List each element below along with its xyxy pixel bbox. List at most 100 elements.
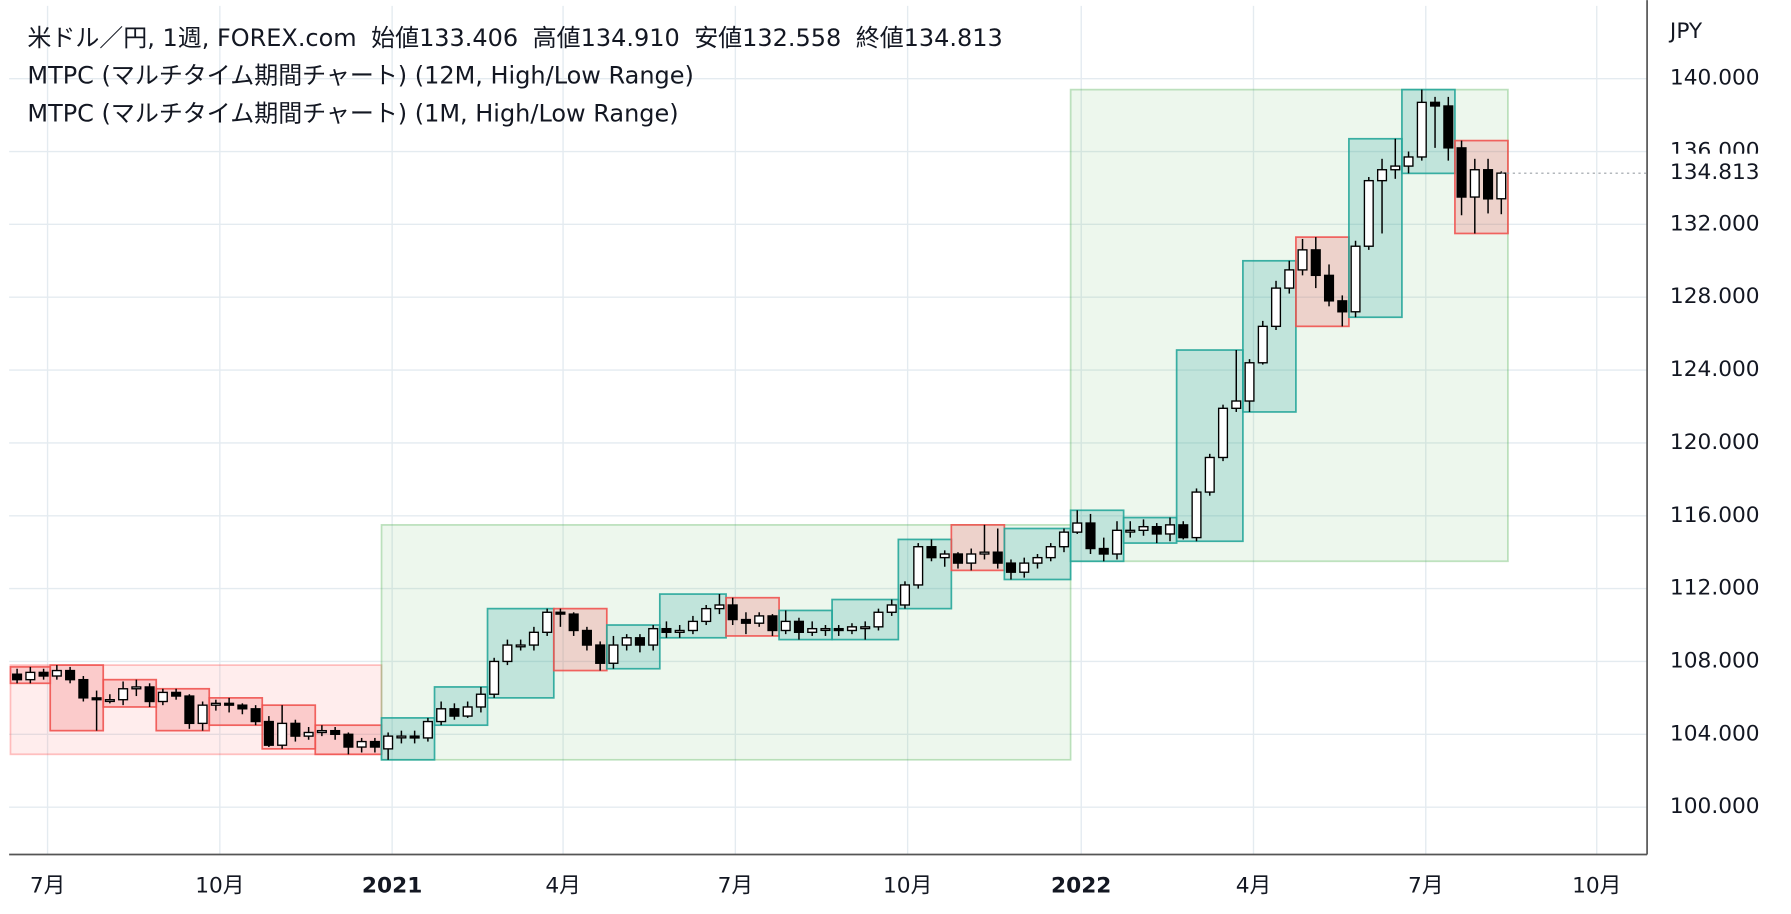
candle-body	[873, 611, 884, 628]
candle-body	[330, 729, 341, 735]
candle-body	[542, 611, 553, 633]
candle-body	[409, 735, 420, 739]
candle-body	[1111, 529, 1123, 555]
candle-body	[144, 686, 155, 703]
candle-body	[926, 546, 937, 559]
candle-body	[197, 704, 208, 725]
candle-body	[1469, 169, 1480, 198]
candle-body	[1443, 105, 1454, 149]
candle-body	[648, 627, 659, 646]
candle-body	[621, 637, 632, 646]
candle-body	[966, 553, 977, 564]
candle-body	[263, 720, 274, 746]
candle-body	[846, 626, 858, 632]
year-range-box	[380, 524, 1072, 761]
candle-body	[303, 731, 314, 737]
candle-body	[674, 629, 685, 633]
y-tick-label: 116.000	[1670, 503, 1760, 528]
indicator-label: MTPC (マルチタイム期間チャート) (12M, High/Low Range…	[27, 62, 693, 90]
candle-body	[25, 671, 36, 681]
x-tick-label: 4月	[545, 873, 581, 898]
candle-body	[701, 607, 712, 623]
y-tick-label: 112.000	[1670, 576, 1760, 601]
close-value: 134.813	[904, 24, 1003, 52]
candle-body	[886, 604, 897, 613]
candle-body	[1482, 169, 1494, 200]
indicator-label: MTPC (マルチタイム期間チャート) (1M, High/Low Range)	[27, 99, 678, 127]
month-range-box	[778, 609, 833, 641]
y-tick-label: 124.000	[1670, 357, 1760, 382]
grid	[9, 5, 1648, 855]
candle-body	[1390, 165, 1401, 171]
candle-body	[754, 615, 765, 624]
candle-body	[489, 660, 500, 695]
candle-body	[91, 697, 102, 701]
candle-body	[51, 669, 62, 677]
low-value: 132.558	[742, 24, 841, 52]
candle-body	[661, 627, 672, 633]
candle-body	[224, 702, 235, 706]
candle-body	[1297, 249, 1308, 271]
candle-body	[356, 740, 367, 748]
candle-body	[290, 722, 301, 737]
candle-body	[899, 584, 911, 606]
candle-body	[277, 722, 288, 746]
candle-body	[502, 644, 513, 663]
candle-body	[316, 729, 327, 734]
candle-body	[634, 637, 645, 646]
x-tick-label: 7月	[718, 873, 754, 898]
candle-body	[727, 604, 738, 621]
y-tick-label: 120.000	[1670, 430, 1760, 455]
candle-body	[250, 708, 261, 723]
candle-body	[1416, 101, 1427, 158]
candle-body	[1151, 525, 1162, 535]
candle-body	[131, 686, 142, 690]
y-tick-label: 104.000	[1670, 721, 1760, 746]
candle-body	[1019, 562, 1030, 573]
candle-body	[383, 735, 394, 750]
candle-body	[515, 644, 526, 648]
x-tick-label: 4月	[1236, 873, 1272, 898]
y-tick-label: 140.000	[1670, 66, 1760, 91]
open-value: 133.406	[419, 24, 518, 52]
candle-body	[555, 611, 566, 615]
last-price-box	[1649, 153, 1791, 193]
candle-body	[436, 708, 447, 723]
high-label: 高値	[533, 24, 581, 52]
candle-body	[1072, 522, 1083, 533]
candle-body	[740, 618, 752, 624]
candle-body	[157, 691, 168, 703]
high-value: 134.910	[581, 24, 680, 52]
y-tick-label: 132.000	[1670, 211, 1760, 236]
candle-body	[1231, 400, 1242, 409]
y-tick-label: 108.000	[1670, 648, 1760, 673]
x-tick-label: 10月	[195, 873, 244, 898]
candle-body	[1098, 547, 1109, 555]
last-price-label: 134.813	[1670, 160, 1760, 185]
candle-body	[65, 669, 76, 681]
candle-body	[1204, 456, 1215, 493]
y-unit: JPY	[1668, 19, 1703, 44]
year-boxes	[9, 88, 1509, 761]
candle-body	[793, 620, 805, 633]
candle-body	[1270, 287, 1282, 328]
close-label: 終値	[856, 24, 904, 52]
candle-body	[1350, 245, 1361, 313]
candle-body	[939, 553, 950, 559]
candle-body	[1337, 300, 1348, 313]
x-tick-label: 2022	[1051, 873, 1111, 898]
candle-body	[475, 693, 486, 708]
candle-body	[581, 629, 592, 646]
candle-body	[1217, 407, 1229, 459]
candle-body	[992, 551, 1003, 564]
candle-body	[979, 551, 990, 555]
candle-body	[422, 720, 433, 739]
x-tick-label: 2021	[362, 873, 422, 898]
open-label: 始値	[371, 24, 419, 52]
symbol: 米ドル／円, 1週, FOREX.com	[27, 24, 356, 52]
y-tick-label: 100.000	[1670, 794, 1760, 819]
axes: 100.000 104.000 108.000 112.000 116.000 120.0…	[9, 0, 1791, 898]
candle-body	[1058, 531, 1070, 548]
